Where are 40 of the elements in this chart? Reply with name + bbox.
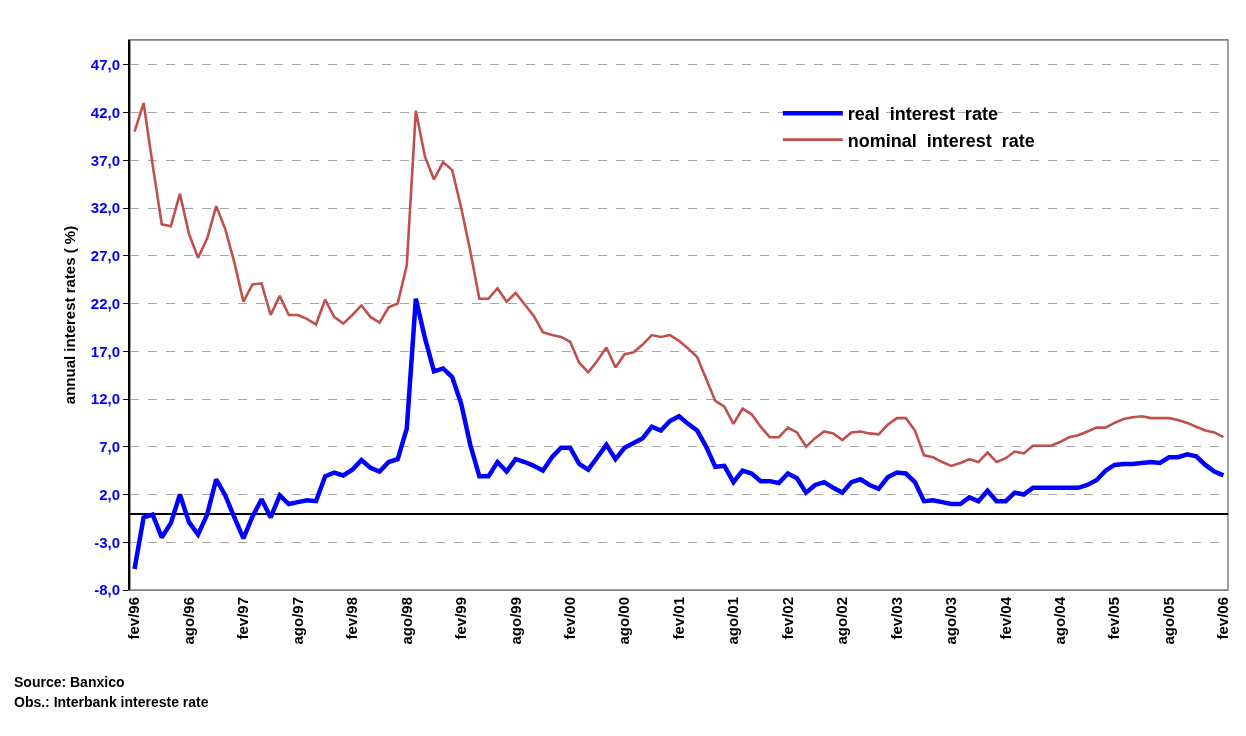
y-tick-label: 37,0 xyxy=(90,151,120,169)
x-tick-label: ago/05 xyxy=(1159,597,1177,645)
text: Obs.: Interbank intereste rate xyxy=(14,694,209,710)
y-tick-label: 47,0 xyxy=(90,56,120,74)
legend-label: nominal interest rate xyxy=(847,130,1035,151)
x-tick-label: fev/98 xyxy=(343,597,361,640)
y-axis-title: annual interest rates ( %) xyxy=(60,225,78,405)
y-tick-label: 42,0 xyxy=(90,103,120,121)
y-tick-label: 32,0 xyxy=(90,199,120,217)
x-tick-label: fev/96 xyxy=(125,597,143,640)
x-tick-label: ago/97 xyxy=(288,597,306,645)
x-tick-label: fev/06 xyxy=(1214,597,1232,640)
x-tick-label: ago/00 xyxy=(615,597,633,645)
x-tick-label: fev/99 xyxy=(452,597,470,640)
x-tick-label: fev/05 xyxy=(1105,597,1123,640)
y-tick-label: 27,0 xyxy=(90,247,120,265)
x-tick-label: ago/99 xyxy=(506,597,524,645)
source-note: Source: Banxico xyxy=(14,674,125,690)
x-tick-label: ago/04 xyxy=(1050,596,1068,645)
y-tick-label: 7,0 xyxy=(99,438,120,456)
x-tick-label: fev/01 xyxy=(669,597,687,640)
y-tick-label: 2,0 xyxy=(99,485,120,503)
x-tick-label: fev/02 xyxy=(778,597,796,640)
x-tick-label: ago/98 xyxy=(397,597,415,645)
y-tick-label: -3,0 xyxy=(94,533,120,551)
x-tick-label: fev/04 xyxy=(996,596,1014,640)
x-tick-label: fev/97 xyxy=(234,597,252,640)
legend-label: real interest rate xyxy=(847,104,998,125)
x-tick-label: ago/01 xyxy=(724,597,742,645)
line-series xyxy=(133,101,1225,468)
x-tick-label: fev/00 xyxy=(560,597,578,640)
x-tick-label: ago/03 xyxy=(942,597,960,645)
x-tick-label: ago/02 xyxy=(833,597,851,645)
y-tick-label: 12,0 xyxy=(90,390,120,408)
y-tick-label: 22,0 xyxy=(90,294,120,312)
y-tick-label: 17,0 xyxy=(90,342,120,360)
line-series xyxy=(132,296,1226,572)
x-tick-label: fev/03 xyxy=(887,597,905,640)
x-tick-label: ago/96 xyxy=(179,597,197,645)
y-tick-label: -8,0 xyxy=(94,581,120,599)
